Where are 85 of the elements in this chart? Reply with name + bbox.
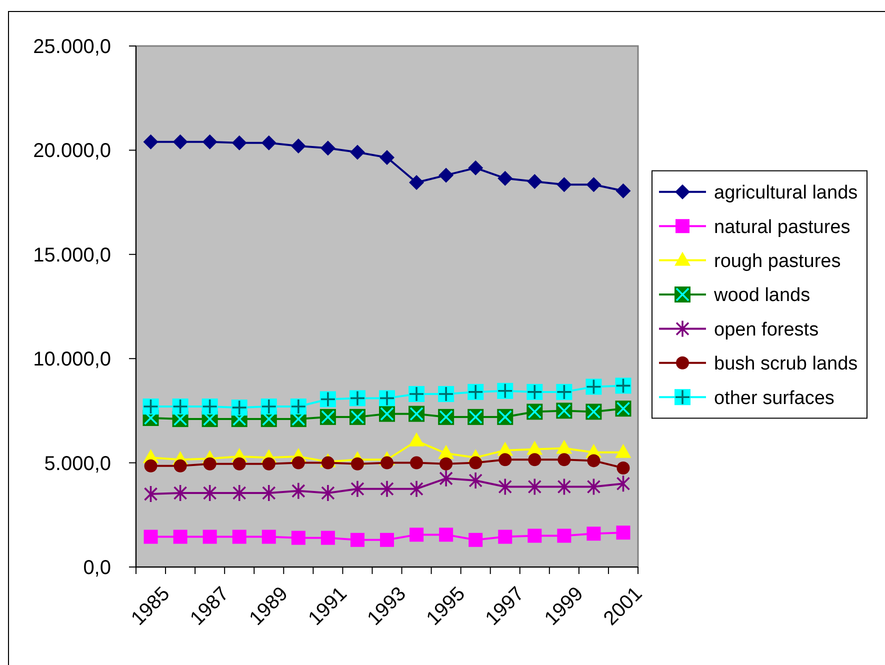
- point: [320, 140, 336, 156]
- point: [320, 530, 335, 545]
- point: [290, 138, 306, 154]
- y-tick-label: 5.000,0: [44, 452, 111, 475]
- point: [350, 480, 364, 498]
- point: [262, 484, 276, 502]
- legend-label: open forests: [714, 319, 819, 340]
- point: [202, 484, 217, 502]
- legend-label: other surfaces: [714, 388, 834, 409]
- point: [202, 134, 218, 150]
- legend-label: wood lands: [713, 285, 810, 306]
- point: [232, 484, 246, 502]
- point: [172, 134, 188, 150]
- point: [410, 456, 424, 470]
- point: [173, 484, 188, 502]
- point: [616, 526, 630, 540]
- point: [439, 470, 453, 488]
- point: [616, 462, 630, 475]
- point: [380, 456, 394, 470]
- point: [468, 160, 484, 176]
- point: [321, 456, 334, 470]
- point: [557, 528, 572, 543]
- point: [557, 478, 572, 496]
- legend-label: bush scrub lands: [714, 354, 858, 375]
- point: [144, 485, 158, 503]
- point: [350, 457, 364, 470]
- point: [556, 440, 572, 454]
- y-tick-label: 0,0: [83, 557, 111, 579]
- point: [144, 530, 158, 544]
- point: [409, 175, 424, 190]
- point: [291, 530, 306, 545]
- point: [440, 457, 453, 470]
- point: [438, 168, 454, 183]
- point: [558, 453, 571, 466]
- point: [438, 444, 454, 459]
- point: [174, 459, 187, 472]
- point: [350, 144, 365, 160]
- point: [498, 453, 512, 466]
- point: [528, 478, 542, 496]
- point: [556, 177, 572, 192]
- point: [586, 478, 601, 496]
- point: [232, 457, 246, 470]
- point: [439, 528, 454, 542]
- point: [262, 457, 276, 470]
- point: [586, 526, 601, 541]
- y-tick-label: 15.000,0: [33, 244, 111, 266]
- y-tick-label: 20.000,0: [33, 140, 111, 162]
- y-tick-label: 10.000,0: [33, 348, 111, 371]
- point: [410, 480, 424, 498]
- point: [143, 134, 158, 150]
- point: [232, 135, 247, 150]
- legend-label: agricultural lands: [714, 182, 858, 204]
- point: [468, 472, 482, 490]
- point: [202, 530, 217, 544]
- point: [380, 150, 394, 165]
- point: [498, 170, 513, 186]
- legend-label: natural pastures: [714, 216, 850, 238]
- point: [380, 480, 394, 498]
- point: [292, 482, 306, 500]
- y-tick-label: 25.000,0: [33, 36, 111, 58]
- point: [498, 530, 512, 544]
- point: [321, 484, 335, 502]
- point: [203, 457, 216, 470]
- point: [469, 456, 482, 470]
- point: [262, 530, 276, 544]
- point: [380, 532, 394, 547]
- point: [498, 478, 512, 496]
- point: [173, 530, 188, 544]
- point: [527, 174, 542, 189]
- point: [350, 532, 364, 547]
- point: [144, 459, 158, 472]
- point: [292, 456, 305, 470]
- point: [261, 135, 276, 150]
- point: [616, 474, 630, 493]
- legend-label: rough pastures: [714, 250, 841, 272]
- point: [528, 453, 542, 466]
- point: [408, 432, 425, 446]
- point: [615, 444, 632, 458]
- point: [616, 183, 631, 198]
- point: [528, 528, 542, 543]
- point: [410, 528, 424, 542]
- point: [232, 530, 246, 544]
- point: [468, 532, 483, 547]
- point: [587, 454, 600, 468]
- point: [586, 177, 602, 192]
